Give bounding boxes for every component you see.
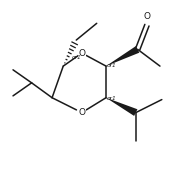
Text: O: O bbox=[78, 49, 85, 58]
Polygon shape bbox=[106, 98, 137, 116]
Text: or1: or1 bbox=[107, 63, 117, 68]
Text: or1: or1 bbox=[72, 55, 81, 60]
Polygon shape bbox=[106, 46, 139, 66]
Text: O: O bbox=[78, 108, 85, 117]
Text: O: O bbox=[143, 11, 150, 20]
Text: or1: or1 bbox=[107, 96, 117, 101]
